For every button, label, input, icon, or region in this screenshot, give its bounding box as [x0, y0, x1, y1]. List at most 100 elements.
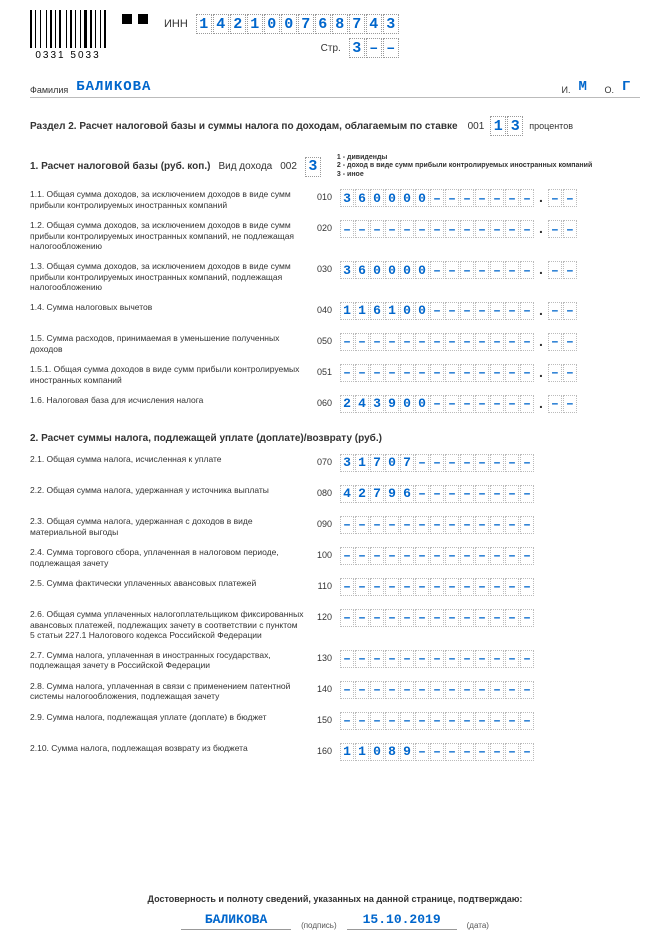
digit-cell: 0 — [385, 454, 399, 472]
digit-cell: – — [445, 681, 459, 699]
digit-cell: 7 — [370, 454, 384, 472]
row-code: 120 — [310, 609, 340, 622]
digit-cell: – — [475, 516, 489, 534]
digit-cell: – — [505, 516, 519, 534]
digit-cell: – — [520, 364, 534, 382]
digit-cell: – — [415, 364, 429, 382]
digit-cell: – — [505, 454, 519, 472]
digit-cell: 3 — [370, 395, 384, 413]
digit-cell: – — [460, 681, 474, 699]
row-description: 1.5. Сумма расходов, принимаемая в умень… — [30, 333, 310, 354]
digit-cell: 6 — [315, 14, 331, 34]
signature-row: БАЛИКОВА (подпись) 15.10.2019 (дата) — [0, 912, 670, 930]
row-value: ––––––––––––– — [340, 578, 534, 596]
surname-value: БАЛИКОВА — [76, 79, 151, 95]
row-description: 2.4. Сумма торгового сбора, уплаченная в… — [30, 547, 310, 568]
digit-cell: – — [520, 333, 534, 351]
digit-cell: – — [460, 485, 474, 503]
digit-cell: – — [445, 220, 459, 238]
row-description: 1.5.1. Общая сумма доходов в виде сумм п… — [30, 364, 310, 385]
row-code: 051 — [310, 364, 340, 377]
digit-cell: – — [430, 189, 444, 207]
digit-cell: – — [355, 364, 369, 382]
digit-cell: – — [370, 681, 384, 699]
initial-i-label: И. — [562, 85, 571, 95]
digit-cell: – — [340, 516, 354, 534]
section-2-title: Раздел 2. Расчет налоговой базы и суммы … — [30, 116, 640, 136]
digit-cell: – — [520, 516, 534, 534]
digit-cell: – — [430, 395, 444, 413]
digit-cell: 6 — [355, 261, 369, 279]
digit-cell: – — [385, 650, 399, 668]
digit-cell: – — [520, 650, 534, 668]
digit-cell: – — [400, 681, 414, 699]
digit-cell: 3 — [349, 38, 365, 58]
digit-cell: 4 — [366, 14, 382, 34]
digit-cell: – — [490, 302, 504, 320]
row-code: 150 — [310, 712, 340, 725]
subsection-1-title: 1. Расчет налоговой базы (руб. коп.) — [30, 161, 210, 172]
decimal-separator: . — [539, 189, 543, 207]
digit-cell: – — [445, 302, 459, 320]
digit-cell: – — [445, 189, 459, 207]
row-code: 100 — [310, 547, 340, 560]
digit-cell: – — [340, 609, 354, 627]
form-row: 1.1. Общая сумма доходов, за исключением… — [30, 189, 640, 211]
digit-cell: – — [520, 261, 534, 279]
digit-cell: – — [563, 261, 577, 279]
digit-cell: 0 — [385, 261, 399, 279]
row-code: 160 — [310, 743, 340, 756]
digit-cell: 0 — [370, 743, 384, 761]
form-row: 1.4. Сумма налоговых вычетов040116100–––… — [30, 302, 640, 324]
digit-cell: – — [520, 454, 534, 472]
date-label: (дата) — [467, 921, 489, 930]
row-value: –––––––––––––.–– — [340, 364, 577, 382]
digit-cell: 7 — [349, 14, 365, 34]
section-title-text: Раздел 2. Расчет налоговой базы и суммы … — [30, 121, 458, 132]
digit-cell: – — [430, 220, 444, 238]
digit-cell: 8 — [385, 743, 399, 761]
digit-cell: – — [430, 547, 444, 565]
barcode-number: 0331 5033 — [35, 50, 100, 61]
digit-cell: – — [430, 578, 444, 596]
digit-cell: – — [445, 712, 459, 730]
digit-cell: – — [505, 220, 519, 238]
digit-cell: 4 — [355, 395, 369, 413]
digit-cell: – — [520, 302, 534, 320]
digit-cell: – — [505, 395, 519, 413]
digit-cell: – — [430, 333, 444, 351]
digit-cell: – — [445, 650, 459, 668]
digit-cell: – — [475, 189, 489, 207]
digit-cell: – — [505, 364, 519, 382]
digit-cell: – — [355, 609, 369, 627]
digit-cell: – — [520, 189, 534, 207]
digit-cell: – — [475, 743, 489, 761]
digit-cell: – — [385, 712, 399, 730]
digit-cell: – — [400, 364, 414, 382]
page-label: Стр. — [321, 43, 341, 54]
digit-cell: 3 — [340, 189, 354, 207]
row-value: ––––––––––––– — [340, 609, 534, 627]
digit-cell: 2 — [340, 395, 354, 413]
digit-cell: – — [340, 220, 354, 238]
digit-cell: – — [490, 220, 504, 238]
digit-cell: – — [460, 364, 474, 382]
digit-cell: – — [520, 743, 534, 761]
digit-cell: – — [340, 712, 354, 730]
form-row: 2.10. Сумма налога, подлежащая возврату … — [30, 743, 640, 765]
digit-cell: – — [548, 220, 562, 238]
confirmation-text: Достоверность и полноту сведений, указан… — [0, 894, 670, 904]
digit-cell: – — [490, 681, 504, 699]
digit-cell: – — [355, 333, 369, 351]
digit-cell: – — [445, 454, 459, 472]
digit-cell: – — [460, 547, 474, 565]
subsection-1-header: 1. Расчет налоговой базы (руб. коп.) Вид… — [30, 154, 640, 179]
digit-cell: – — [385, 516, 399, 534]
digit-cell: – — [400, 712, 414, 730]
digit-cell: 6 — [370, 302, 384, 320]
digit-cell: – — [355, 712, 369, 730]
digit-cell: 0 — [400, 302, 414, 320]
digit-cell: – — [430, 485, 444, 503]
digit-cell: – — [415, 333, 429, 351]
digit-cell: – — [520, 609, 534, 627]
